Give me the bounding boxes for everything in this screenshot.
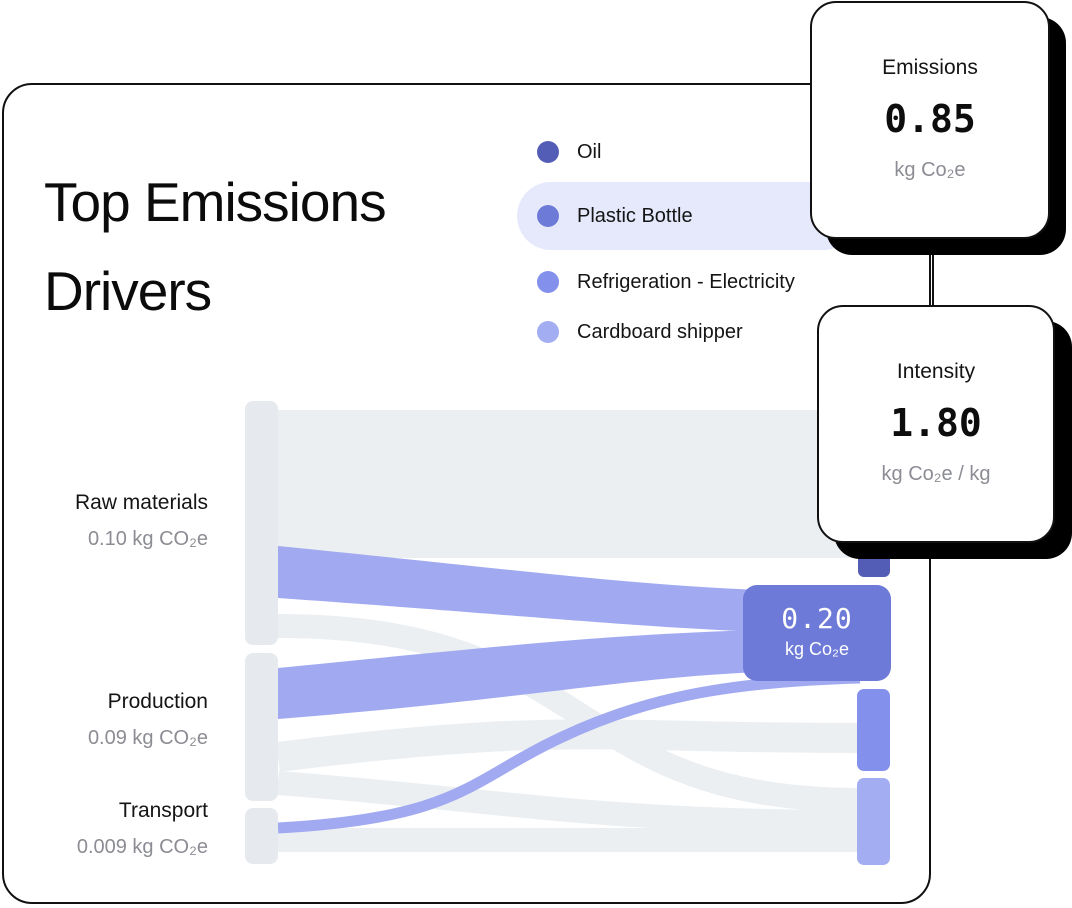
page-title: Top Emissions Drivers xyxy=(44,171,387,322)
node-cardboard-shipper[interactable] xyxy=(857,778,890,865)
node-value: 0.09 kg CO₂e xyxy=(87,727,208,749)
node-name: Raw materials xyxy=(74,491,208,514)
label-raw-materials: Raw materials 0.10 kg CO₂e xyxy=(75,490,208,552)
node-value: 0.10 kg CO₂e xyxy=(87,528,208,550)
legend-label: Plastic Bottle xyxy=(577,204,693,227)
flow-transport-to-plastic-bottle[interactable] xyxy=(277,672,861,834)
legend-label: Oil xyxy=(577,140,602,163)
flow-transport-to-cardboard[interactable] xyxy=(278,828,860,852)
node-transport[interactable] xyxy=(245,808,278,864)
legend-item-oil[interactable]: Oil xyxy=(537,140,601,164)
badge-value: 0.20 xyxy=(781,602,853,635)
stat-value: 1.80 xyxy=(890,401,982,445)
label-transport: Transport 0.009 kg CO₂e xyxy=(77,798,208,860)
legend-label: Refrigeration - Electricity xyxy=(577,270,795,293)
emissions-stat-card[interactable]: Emissions 0.85 kg Co₂e xyxy=(810,1,1050,239)
legend-dot-icon xyxy=(537,321,559,343)
node-name: Production xyxy=(107,690,208,713)
flow-raw-to-oil[interactable] xyxy=(278,410,860,558)
intensity-stat-card[interactable]: Intensity 1.80 kg Co₂e / kg xyxy=(817,305,1055,543)
flow-raw-to-plastic-bottle[interactable] xyxy=(278,546,760,632)
node-refrigeration[interactable] xyxy=(857,689,890,771)
connector-line xyxy=(932,250,934,310)
node-production[interactable] xyxy=(245,653,278,801)
stat-label: Emissions xyxy=(882,56,978,79)
badge-unit: kg Co₂e xyxy=(784,639,850,659)
legend-label: Cardboard shipper xyxy=(577,320,743,343)
stat-unit: kg Co₂e xyxy=(894,159,966,181)
node-name: Transport xyxy=(118,799,208,822)
stat-unit: kg Co₂e / kg xyxy=(881,463,991,485)
flow-raw-to-cardboard[interactable] xyxy=(277,614,861,812)
legend-item-cardboard-shipper[interactable]: Cardboard shipper xyxy=(537,320,743,344)
legend-item-plastic-bottle[interactable]: Plastic Bottle xyxy=(537,204,693,228)
stat-label: Intensity xyxy=(896,360,976,383)
node-value: 0.009 kg CO₂e xyxy=(76,836,208,858)
legend-dot-icon xyxy=(537,271,559,293)
legend-item-refrigeration[interactable]: Refrigeration - Electricity xyxy=(537,270,795,294)
flow-production-to-plastic-bottle[interactable] xyxy=(278,630,760,719)
flow-production-to-cardboard[interactable] xyxy=(277,771,861,834)
label-production: Production 0.09 kg CO₂e xyxy=(88,689,208,751)
node-raw-materials[interactable] xyxy=(245,401,278,645)
legend-highlight xyxy=(517,182,857,250)
stat-value: 0.85 xyxy=(884,97,976,141)
legend-dot-icon xyxy=(537,205,559,227)
plastic-bottle-value-badge[interactable]: 0.20 kg Co₂e xyxy=(743,585,891,681)
legend-dot-icon xyxy=(537,141,559,163)
